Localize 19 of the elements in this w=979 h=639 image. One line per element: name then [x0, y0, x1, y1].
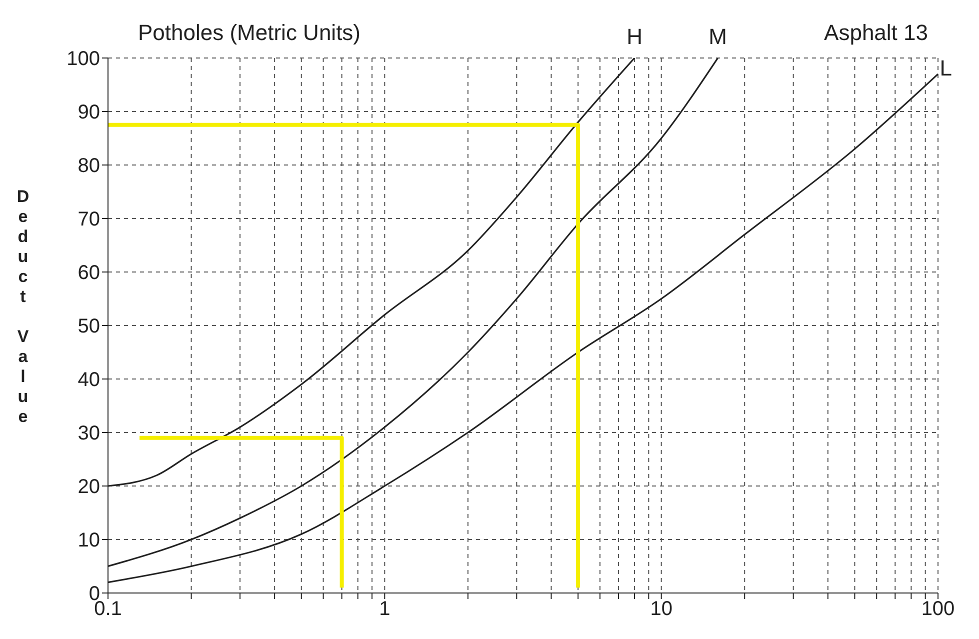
y-tick-label: 60 [78, 262, 100, 284]
annotation: L [940, 56, 952, 81]
y-tick-label: 20 [78, 476, 100, 498]
text: Asphalt 13 [824, 20, 928, 46]
x-tick-label: 100 [921, 598, 955, 620]
y-tick-label: 70 [78, 208, 100, 231]
text: Deduct Value [16, 187, 30, 426]
x-tick-label: 1 [379, 598, 390, 620]
y-tick-label: 40 [78, 369, 100, 392]
y-tick-label: 30 [78, 422, 100, 445]
chart-title: Potholes (Metric Units) [138, 20, 361, 46]
x-tick-label: 10 [650, 598, 672, 620]
y-tick-label: 80 [78, 155, 100, 178]
y-tick-label: 90 [78, 102, 100, 124]
annotation: H [626, 24, 642, 49]
annotation: M [708, 24, 727, 49]
y-tick-label: 10 [78, 530, 100, 552]
y-tick-label: 50 [78, 316, 100, 338]
y-tick-label: 100 [66, 48, 100, 70]
